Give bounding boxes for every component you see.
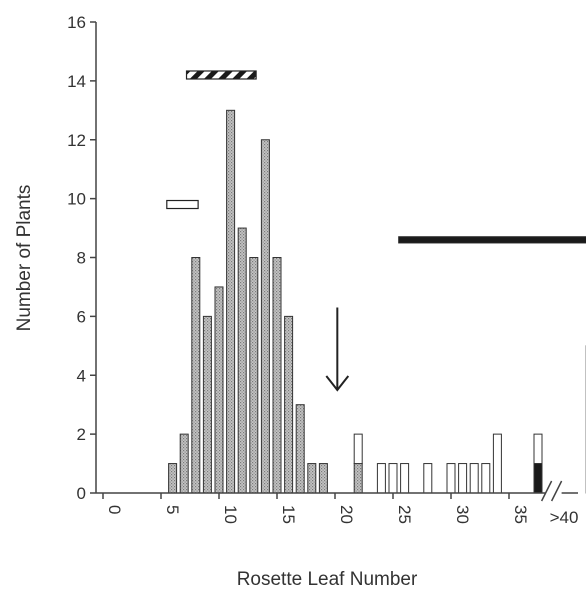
x-tick-label: 0: [105, 505, 124, 514]
range-bar-hatched: [185, 70, 257, 80]
bar-grey-13: [249, 257, 259, 494]
bar-grey-10: [214, 286, 224, 494]
x-tick-label: 30: [453, 505, 472, 524]
x-tick-label: 15: [279, 505, 298, 524]
x-tick-label: 5: [163, 505, 182, 514]
x-tick-label: 10: [221, 505, 240, 524]
bar-grey-18: [307, 463, 317, 494]
axis-break-mark: [540, 480, 553, 502]
y-tick-label: 10: [67, 190, 86, 209]
bar-white-37.5: [533, 433, 543, 465]
y-tick-label: 2: [77, 425, 86, 444]
axes-group: [95, 22, 578, 502]
arrow-head: [325, 375, 350, 392]
bar-white-30: [446, 463, 456, 494]
bar-grey-6: [168, 463, 178, 494]
bar-black-37.5: [533, 463, 543, 494]
bar-grey-11: [226, 109, 236, 494]
bar-grey-19: [318, 463, 328, 494]
bar-white-34: [492, 433, 502, 494]
bar-grey-22: [353, 463, 363, 494]
annotations-group: [325, 307, 350, 392]
bar-white-26: [400, 463, 410, 494]
bar-white-24: [376, 463, 386, 494]
bar-grey-7: [179, 433, 189, 494]
range-bar-black: [398, 236, 586, 244]
bar-grey-17: [295, 404, 305, 494]
x-tick-label: 35: [511, 505, 530, 524]
x-tick-label: 25: [395, 505, 414, 524]
y-tick-label: 0: [77, 484, 86, 503]
x-tick-label: 20: [337, 505, 356, 524]
axis-break-mark: [550, 480, 563, 502]
bar-grey-8: [191, 257, 201, 494]
y-tick-label: 16: [67, 13, 86, 32]
bar-grey-9: [202, 315, 212, 494]
y-tick-label: 12: [67, 131, 86, 150]
bar-white-22: [353, 433, 363, 465]
bar-grey-16: [284, 315, 294, 494]
y-axis-title: Number of Plants: [14, 185, 35, 332]
x-tick-label-overflow: >40: [550, 508, 579, 527]
range-bars-group: [166, 70, 586, 244]
bar-grey-12: [237, 227, 247, 494]
range-bar-white: [166, 199, 199, 210]
bar-white-31: [458, 463, 468, 494]
bar-white-32: [469, 463, 479, 494]
bar-white-28: [423, 463, 433, 494]
ticks-group: 0 2 4 6 8 10 12 14 16 0 5 10 15 20 25 30 35 >40: [67, 13, 578, 527]
y-tick-label: 6: [77, 307, 86, 326]
bar-grey-14: [260, 139, 270, 494]
y-tick-label: 14: [67, 72, 86, 91]
bars-group: [168, 109, 586, 494]
y-tick-label: 8: [77, 249, 86, 268]
y-tick-label: 4: [77, 366, 86, 385]
x-axis-title: Rosette Leaf Number: [237, 569, 418, 590]
bar-grey-15: [272, 257, 282, 494]
bar-white-33: [481, 463, 491, 494]
bar-white-25: [388, 463, 398, 494]
